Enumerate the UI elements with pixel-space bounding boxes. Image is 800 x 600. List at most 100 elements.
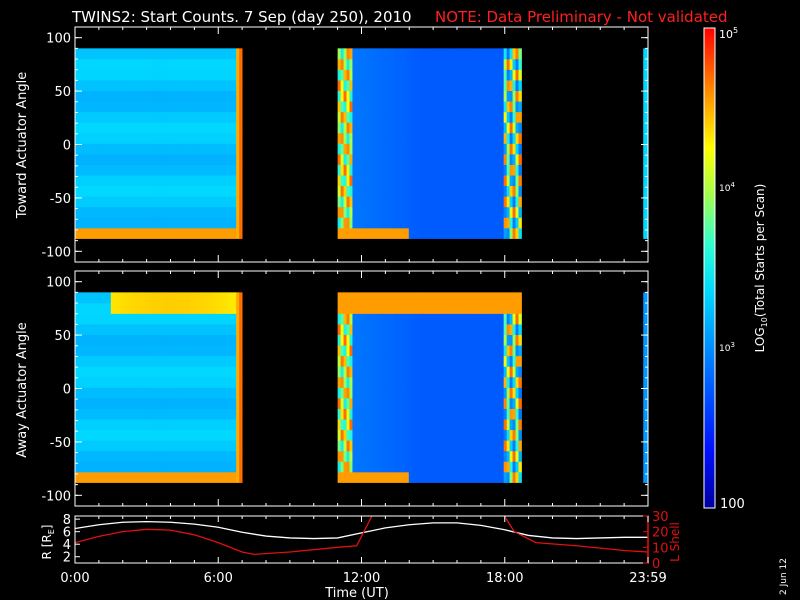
heatmap-cell bbox=[197, 429, 201, 441]
heatmap-cell bbox=[215, 90, 219, 102]
heatmap-cell bbox=[215, 397, 219, 409]
heatmap-cell bbox=[83, 143, 88, 155]
heatmap-cell bbox=[185, 450, 189, 462]
heatmap-cell bbox=[512, 408, 516, 420]
heatmap-cell bbox=[158, 419, 162, 431]
heatmap-cell bbox=[476, 227, 481, 239]
heatmap-cell bbox=[509, 143, 513, 155]
heatmap-cell bbox=[188, 397, 192, 409]
heatmap-cell bbox=[352, 429, 356, 441]
heatmap-cell bbox=[405, 366, 410, 378]
heatmap-cell bbox=[155, 471, 159, 483]
heatmap-cell bbox=[197, 227, 201, 239]
heatmap-cell bbox=[146, 111, 151, 123]
heatmap-cell bbox=[376, 164, 380, 176]
heatmap-cell bbox=[417, 101, 422, 113]
heatmap-cell bbox=[465, 101, 469, 113]
heatmap-cell bbox=[396, 387, 401, 399]
heatmap-cell bbox=[182, 217, 186, 229]
heatmap-cell bbox=[405, 132, 410, 144]
heatmap-cell bbox=[518, 80, 522, 92]
heatmap-cell bbox=[146, 334, 151, 346]
heatmap-cell bbox=[164, 387, 168, 399]
heatmap-cell bbox=[417, 397, 422, 409]
heatmap-cell bbox=[134, 471, 139, 483]
heatmap-cell bbox=[218, 122, 222, 134]
heatmap-cell bbox=[89, 132, 94, 144]
heatmap-cell bbox=[75, 397, 79, 409]
heatmap-cell bbox=[188, 122, 192, 134]
heatmap-cell bbox=[337, 164, 341, 176]
heatmap-cell bbox=[110, 366, 115, 378]
heatmap-cell bbox=[95, 366, 100, 378]
heatmap-cell bbox=[86, 324, 91, 336]
heatmap-cell bbox=[218, 324, 222, 336]
heatmap-cell bbox=[435, 227, 439, 239]
heatmap-cell bbox=[95, 376, 100, 388]
heatmap-cell bbox=[179, 471, 183, 483]
heatmap-cell bbox=[206, 387, 210, 399]
heatmap-cell bbox=[80, 429, 85, 441]
heatmap-cell bbox=[459, 58, 463, 70]
heatmap-cell bbox=[459, 313, 463, 325]
heatmap-cell bbox=[450, 429, 454, 441]
heatmap-cell bbox=[426, 101, 430, 113]
heatmap-cell bbox=[468, 376, 472, 388]
heatmap-cell bbox=[500, 227, 505, 239]
heatmap-cell bbox=[346, 408, 350, 420]
heatmap-cell bbox=[140, 185, 145, 197]
heatmap-cell bbox=[236, 111, 240, 123]
heatmap-cell bbox=[95, 387, 100, 399]
heatmap-cell bbox=[479, 376, 484, 388]
heatmap-cell bbox=[509, 461, 513, 473]
heatmap-cell bbox=[402, 334, 407, 346]
heatmap-cell bbox=[107, 419, 112, 431]
heatmap-cell bbox=[512, 324, 516, 336]
heatmap-cell bbox=[227, 175, 231, 187]
heatmap-cell bbox=[340, 48, 344, 60]
heatmap-cell bbox=[500, 419, 505, 431]
heatmap-cell bbox=[227, 355, 231, 367]
heatmap-cell bbox=[393, 302, 398, 314]
heatmap-cell bbox=[385, 164, 389, 176]
heatmap-cell bbox=[506, 227, 511, 239]
heatmap-cell bbox=[337, 227, 341, 239]
heatmap-cell bbox=[233, 217, 237, 229]
heatmap-cell bbox=[230, 471, 234, 483]
heatmap-cell bbox=[83, 376, 88, 388]
heatmap-cell bbox=[435, 196, 439, 208]
heatmap-cell bbox=[367, 164, 371, 176]
heatmap-cell bbox=[358, 111, 362, 123]
heatmap-cell bbox=[393, 90, 398, 102]
heatmap-cell bbox=[224, 153, 228, 165]
heatmap-cell bbox=[423, 227, 427, 239]
heatmap-cell bbox=[179, 355, 183, 367]
heatmap-cell bbox=[438, 397, 442, 409]
heatmap-cell bbox=[500, 440, 505, 452]
heatmap-cell bbox=[340, 111, 344, 123]
heatmap-cell bbox=[465, 450, 469, 462]
heatmap-cell bbox=[355, 471, 359, 483]
heatmap-cell bbox=[215, 302, 219, 314]
heatmap-cell bbox=[167, 397, 171, 409]
heatmap-cell bbox=[131, 376, 136, 388]
heatmap-cell bbox=[173, 206, 177, 218]
heatmap-cell bbox=[408, 345, 413, 357]
heatmap-cell bbox=[364, 122, 368, 134]
heatmap-cell bbox=[476, 111, 481, 123]
heatmap-cell bbox=[488, 419, 493, 431]
heatmap-cell bbox=[122, 461, 127, 473]
heatmap-cell bbox=[155, 101, 159, 113]
heatmap-cell bbox=[506, 450, 511, 462]
heatmap-cell bbox=[355, 175, 359, 187]
heatmap-cell bbox=[518, 227, 522, 239]
heatmap-cell bbox=[110, 471, 115, 483]
heatmap-cell bbox=[423, 408, 427, 420]
heatmap-cell bbox=[137, 440, 142, 452]
heatmap-cell bbox=[515, 461, 519, 473]
heatmap-cell bbox=[176, 90, 180, 102]
heatmap-cell bbox=[230, 429, 234, 441]
heatmap-cell bbox=[479, 175, 484, 187]
heatmap-cell bbox=[185, 227, 189, 239]
heatmap-cell bbox=[441, 376, 445, 388]
